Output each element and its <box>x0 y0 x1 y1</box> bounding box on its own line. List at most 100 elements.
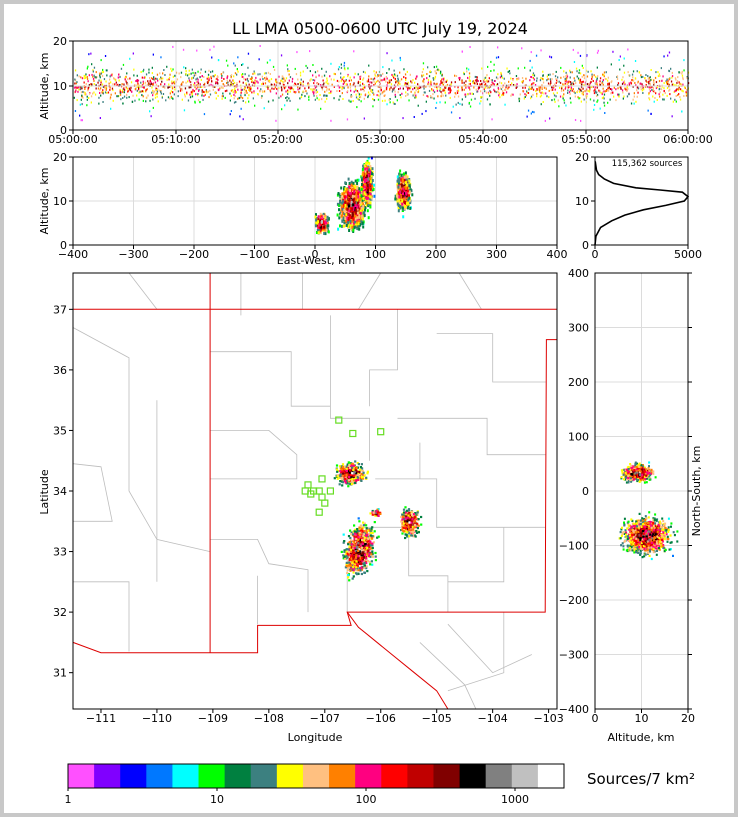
source-point <box>603 101 605 104</box>
source-point <box>436 82 438 85</box>
source-point <box>241 97 244 100</box>
source-point <box>248 94 250 97</box>
source-point <box>308 98 310 101</box>
source-point <box>349 83 351 86</box>
source-point <box>83 91 85 94</box>
source-point <box>234 91 236 94</box>
source-point <box>671 83 673 86</box>
density-cell <box>366 159 369 163</box>
source-point <box>535 54 538 57</box>
source-point <box>145 73 148 76</box>
source-point <box>338 98 340 101</box>
source-point <box>194 101 196 104</box>
density-cell <box>340 214 343 218</box>
source-point <box>373 84 375 87</box>
source-point <box>229 99 231 102</box>
source-point <box>522 86 524 89</box>
source-point <box>653 91 656 93</box>
source-point <box>591 73 593 76</box>
source-point <box>587 70 589 73</box>
source-point <box>258 58 260 61</box>
source-point <box>162 93 165 95</box>
source-point <box>572 81 574 84</box>
source-point <box>388 68 390 70</box>
source-point <box>526 90 528 93</box>
density-cell <box>369 195 372 199</box>
source-point <box>95 76 97 79</box>
density-cell <box>349 191 352 195</box>
source-point <box>343 79 345 82</box>
source-point <box>375 71 377 74</box>
source-point <box>474 97 476 100</box>
source-point <box>300 96 303 99</box>
source-point <box>648 78 651 81</box>
source-point <box>572 88 574 91</box>
source-point <box>321 75 323 78</box>
source-point <box>347 73 349 76</box>
source-point <box>112 99 114 102</box>
source-point <box>280 54 283 57</box>
source-point <box>436 87 438 90</box>
source-point <box>568 91 571 94</box>
source-point <box>309 79 311 82</box>
source-point <box>556 80 558 83</box>
source-point <box>547 78 549 81</box>
source-point <box>548 89 550 92</box>
source-point <box>163 69 165 71</box>
source-point <box>550 82 552 85</box>
source-point <box>214 85 216 88</box>
source-point <box>667 54 669 57</box>
density-cell <box>352 181 355 185</box>
source-point <box>225 59 228 62</box>
density-cell <box>351 207 354 211</box>
source-point <box>172 45 174 48</box>
source-point <box>123 87 125 90</box>
source-point <box>540 91 542 94</box>
source-point <box>153 90 156 93</box>
source-point <box>658 73 660 76</box>
source-point <box>386 52 388 55</box>
source-point <box>465 85 467 88</box>
source-point <box>74 86 76 89</box>
source-point <box>512 93 514 96</box>
density-cell <box>367 188 369 192</box>
source-point <box>631 79 634 82</box>
source-point <box>463 71 465 74</box>
source-point <box>183 66 185 69</box>
density-cell <box>327 230 330 234</box>
source-point <box>141 76 143 79</box>
source-point <box>281 89 283 92</box>
tick-label-x: 400 <box>547 248 568 261</box>
source-point <box>156 90 158 93</box>
source-point <box>640 74 642 77</box>
density-cell <box>349 224 352 228</box>
source-point <box>362 86 364 89</box>
source-point <box>465 84 467 87</box>
density-cell <box>355 197 358 201</box>
density-cell <box>354 179 357 183</box>
source-point <box>560 76 562 79</box>
source-point <box>539 87 541 90</box>
source-point <box>539 79 542 82</box>
density-cell <box>326 224 329 228</box>
density-cell <box>371 172 373 176</box>
density-cell <box>368 197 371 201</box>
source-point <box>441 81 443 84</box>
source-point <box>222 92 224 95</box>
source-point <box>246 86 249 89</box>
source-point <box>75 88 77 91</box>
source-point <box>92 92 94 95</box>
source-point <box>622 91 624 94</box>
density-cell <box>344 205 347 209</box>
density-cell <box>354 186 357 190</box>
source-point <box>469 82 471 85</box>
source-point <box>121 89 123 92</box>
source-point <box>276 87 278 90</box>
source-point <box>570 101 572 104</box>
source-point <box>81 87 83 90</box>
source-point <box>669 93 671 96</box>
density-cell <box>353 186 356 190</box>
source-point <box>152 98 154 101</box>
source-point <box>326 79 328 82</box>
source-point <box>600 91 602 94</box>
